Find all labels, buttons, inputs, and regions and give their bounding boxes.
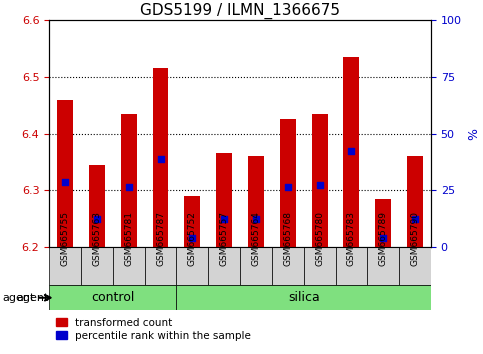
FancyBboxPatch shape [304, 247, 336, 285]
Text: GSM665764: GSM665764 [252, 211, 260, 266]
Bar [343, 57, 359, 247]
Text: GSM665781: GSM665781 [124, 211, 133, 266]
Title: GDS5199 / ILMN_1366675: GDS5199 / ILMN_1366675 [140, 3, 340, 19]
Bar [312, 114, 327, 247]
Point [156, 156, 164, 162]
Point [411, 216, 419, 222]
Text: agent: agent [2, 293, 35, 303]
FancyBboxPatch shape [367, 247, 399, 285]
Point [220, 216, 228, 222]
FancyBboxPatch shape [144, 247, 176, 285]
Text: GSM665763: GSM665763 [92, 211, 101, 266]
Text: GSM665768: GSM665768 [284, 211, 292, 266]
FancyBboxPatch shape [336, 247, 367, 285]
FancyBboxPatch shape [49, 247, 81, 285]
FancyBboxPatch shape [113, 247, 144, 285]
Point [348, 148, 355, 154]
Text: agent: agent [17, 293, 49, 303]
Bar [248, 156, 264, 247]
Text: silica: silica [288, 291, 320, 304]
FancyBboxPatch shape [49, 285, 176, 310]
FancyBboxPatch shape [399, 247, 431, 285]
Text: GSM665787: GSM665787 [156, 211, 165, 266]
Bar [153, 68, 169, 247]
Text: GSM665783: GSM665783 [347, 211, 356, 266]
Point [188, 236, 196, 241]
FancyBboxPatch shape [208, 247, 240, 285]
Text: GSM665790: GSM665790 [411, 211, 420, 266]
Text: GSM665780: GSM665780 [315, 211, 324, 266]
Point [284, 185, 292, 190]
Bar [375, 199, 391, 247]
Bar [89, 165, 105, 247]
Text: GSM665757: GSM665757 [220, 211, 228, 266]
Text: GSM665752: GSM665752 [188, 211, 197, 266]
Point [316, 182, 324, 188]
Bar [121, 114, 137, 247]
Point [125, 185, 133, 190]
Bar [57, 100, 73, 247]
Text: GSM665755: GSM665755 [60, 211, 70, 266]
Point [379, 236, 387, 241]
Bar [280, 120, 296, 247]
FancyBboxPatch shape [81, 247, 113, 285]
Y-axis label: %: % [467, 128, 480, 139]
Text: control: control [91, 291, 134, 304]
Point [93, 216, 101, 222]
Legend: transformed count, percentile rank within the sample: transformed count, percentile rank withi… [55, 316, 253, 343]
FancyBboxPatch shape [272, 247, 304, 285]
Bar [407, 156, 423, 247]
Bar [185, 196, 200, 247]
Bar [216, 154, 232, 247]
Point [61, 179, 69, 185]
Point [252, 216, 260, 222]
FancyBboxPatch shape [176, 247, 208, 285]
Text: GSM665789: GSM665789 [379, 211, 388, 266]
FancyBboxPatch shape [176, 285, 431, 310]
FancyBboxPatch shape [240, 247, 272, 285]
